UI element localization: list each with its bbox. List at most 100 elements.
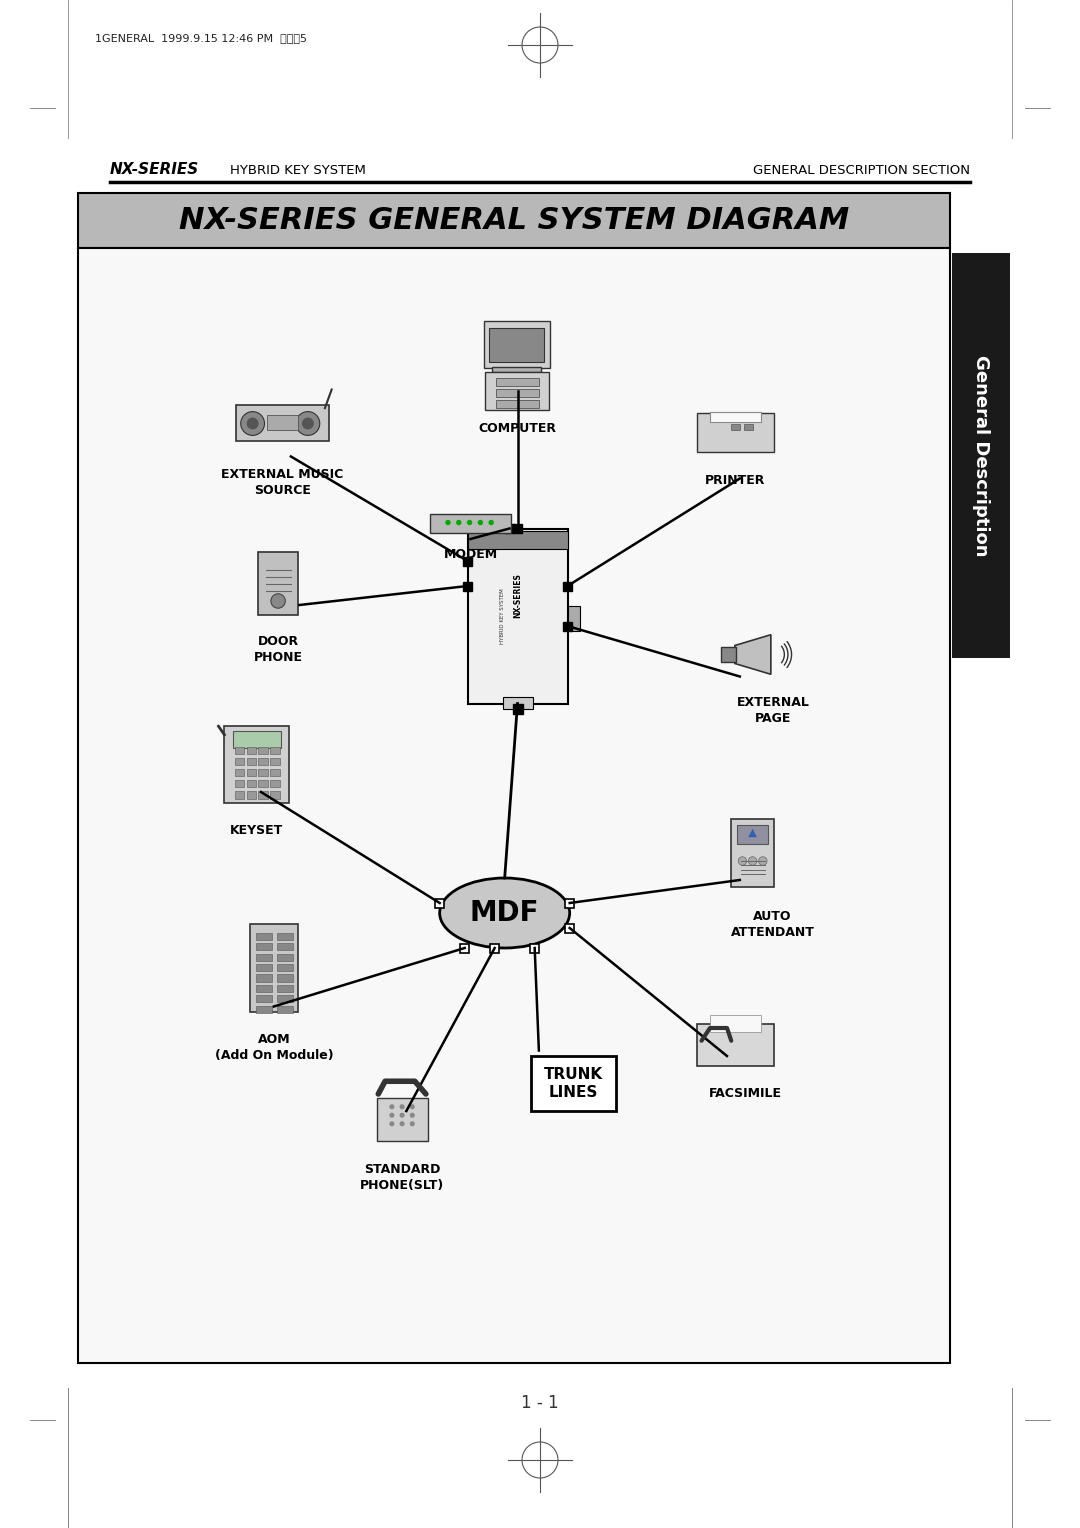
Bar (225, 726, 289, 802)
Bar (234, 769, 244, 776)
Bar (492, 367, 541, 371)
Text: AUTO
ATTENDANT: AUTO ATTENDANT (731, 911, 814, 940)
Text: NX-SERIES: NX-SERIES (513, 573, 522, 619)
Bar (246, 792, 256, 799)
Bar (278, 975, 293, 981)
Text: NX-SERIES GENERAL SYSTEM DIAGRAM: NX-SERIES GENERAL SYSTEM DIAGRAM (179, 206, 849, 235)
Circle shape (456, 520, 461, 526)
Bar (249, 924, 298, 1012)
Bar (530, 1056, 616, 1111)
Bar (278, 995, 293, 1002)
Text: DOOR
PHONE: DOOR PHONE (254, 636, 302, 665)
Bar (234, 758, 244, 766)
Bar (563, 582, 572, 590)
Circle shape (296, 411, 320, 435)
Bar (256, 986, 272, 992)
Bar (246, 758, 256, 766)
Bar (246, 769, 256, 776)
Bar (256, 953, 272, 961)
Circle shape (271, 594, 285, 608)
Text: MDF: MDF (470, 898, 539, 927)
Circle shape (467, 520, 472, 526)
Bar (256, 964, 272, 972)
Text: PRINTER: PRINTER (705, 475, 766, 487)
Bar (698, 413, 773, 451)
Bar (258, 758, 268, 766)
Bar (278, 964, 293, 972)
Text: FACSIMILE: FACSIMILE (710, 1086, 782, 1100)
Bar (513, 524, 522, 533)
Circle shape (409, 1122, 415, 1126)
Text: TRUNK
LINES: TRUNK LINES (543, 1067, 603, 1100)
Circle shape (389, 1105, 394, 1109)
Text: NX-SERIES: NX-SERIES (110, 162, 199, 177)
Bar (258, 552, 298, 614)
Bar (468, 530, 567, 549)
Bar (270, 747, 280, 755)
Bar (463, 556, 472, 565)
Circle shape (748, 857, 757, 865)
Bar (278, 943, 293, 950)
Circle shape (389, 1112, 394, 1118)
Bar (258, 769, 268, 776)
Bar (698, 1024, 773, 1067)
Text: General Description: General Description (972, 354, 990, 556)
Bar (256, 932, 272, 940)
Bar (430, 513, 511, 533)
Bar (270, 758, 280, 766)
Bar (234, 747, 244, 755)
Bar (246, 779, 256, 787)
Bar (710, 1015, 761, 1033)
Circle shape (409, 1112, 415, 1118)
Bar (463, 582, 472, 590)
Bar (278, 932, 293, 940)
Text: KEYSET: KEYSET (230, 825, 283, 837)
Circle shape (246, 417, 258, 429)
Bar (270, 779, 280, 787)
Bar (738, 825, 768, 843)
Text: COMPUTER: COMPUTER (478, 422, 556, 435)
Bar (278, 1005, 293, 1013)
Bar (485, 371, 549, 410)
Bar (513, 703, 523, 714)
Bar (267, 416, 298, 431)
Bar (258, 792, 268, 799)
Bar (435, 898, 444, 908)
Bar (563, 622, 572, 631)
Circle shape (241, 411, 265, 435)
Bar (233, 730, 281, 747)
Bar (565, 923, 575, 932)
Bar (235, 405, 329, 440)
Bar (377, 1099, 428, 1141)
Bar (567, 607, 580, 631)
Bar (78, 248, 950, 1363)
Circle shape (738, 857, 746, 865)
Bar (460, 943, 469, 952)
Circle shape (477, 520, 483, 526)
Bar (78, 193, 950, 248)
Bar (505, 524, 514, 533)
Text: 1 - 1: 1 - 1 (522, 1394, 558, 1412)
Bar (490, 943, 499, 952)
Ellipse shape (440, 879, 569, 947)
Bar (530, 943, 539, 952)
Bar (721, 648, 735, 662)
Text: STANDARD
PHONE(SLT): STANDARD PHONE(SLT) (360, 1163, 444, 1192)
Bar (489, 329, 544, 362)
Circle shape (758, 857, 767, 865)
Circle shape (409, 1105, 415, 1109)
Bar (278, 953, 293, 961)
Circle shape (400, 1105, 405, 1109)
Bar (234, 779, 244, 787)
Bar (502, 697, 532, 709)
Polygon shape (748, 828, 757, 837)
Circle shape (400, 1122, 405, 1126)
Bar (258, 747, 268, 755)
Circle shape (389, 1122, 394, 1126)
Circle shape (488, 520, 494, 526)
Bar (234, 792, 244, 799)
Text: HYBRID KEY SYSTEM: HYBRID KEY SYSTEM (230, 163, 366, 177)
Text: MODEM: MODEM (444, 547, 498, 561)
Text: GENERAL DESCRIPTION SECTION: GENERAL DESCRIPTION SECTION (753, 163, 970, 177)
Bar (256, 943, 272, 950)
